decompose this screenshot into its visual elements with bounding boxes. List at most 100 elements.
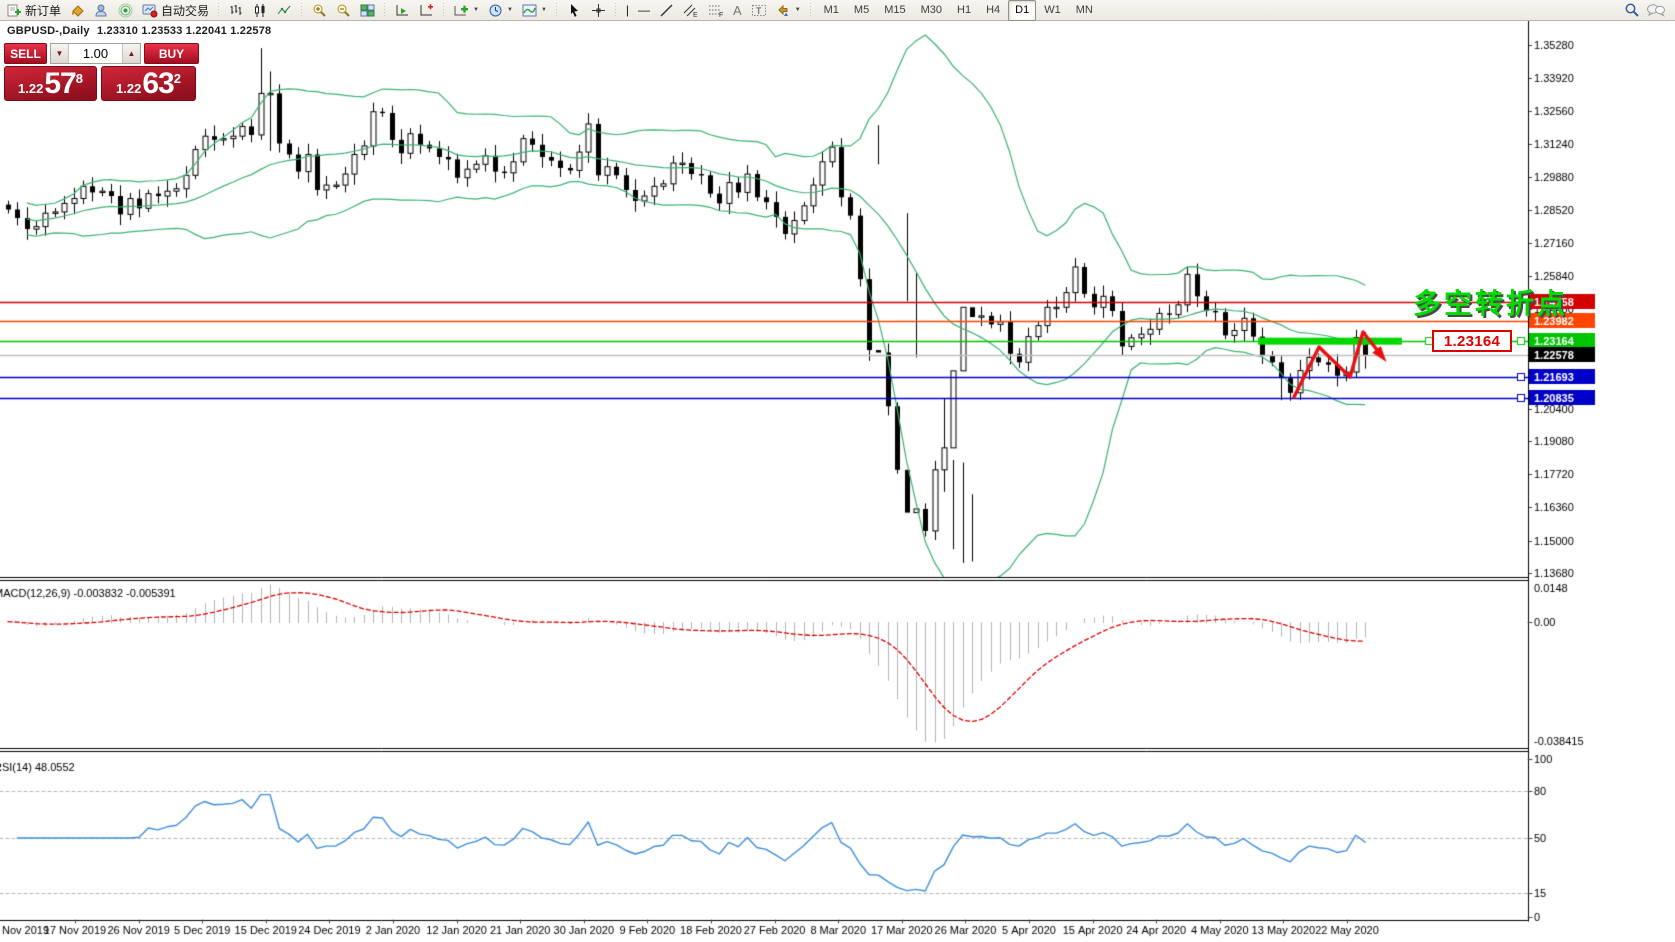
tile-windows-button[interactable] — [356, 0, 379, 21]
turning-point-annotation[interactable]: 多空转折点 — [1413, 288, 1569, 319]
templates-icon — [522, 4, 537, 16]
candlestick-chart-button[interactable] — [249, 0, 272, 21]
auto-scroll-icon — [396, 4, 409, 15]
indicators-add-icon — [454, 5, 469, 15]
vertical-line-icon: | — [625, 3, 630, 17]
arrows-icon — [777, 4, 788, 16]
timeframe-m1-button[interactable]: M1 — [823, 4, 839, 16]
bid-price-button[interactable]: 1.22 57 8 — [4, 66, 97, 101]
auto-trading-button[interactable]: 自动交易 — [138, 0, 213, 21]
chat-icon[interactable] — [1646, 2, 1666, 18]
toolbar-grip — [382, 2, 389, 18]
timeframe-m5-button[interactable]: M5 — [853, 4, 870, 16]
toolbar-grip — [612, 2, 619, 18]
svg-text:E: E — [693, 12, 698, 18]
chart-canvas[interactable] — [0, 21, 1675, 942]
dropdown-caret-icon: ▼ — [506, 7, 513, 13]
timeframe-mn-button[interactable]: MN — [1075, 4, 1093, 16]
paint-bucket-button[interactable] — [66, 0, 89, 21]
toolbar-grip — [299, 2, 306, 18]
zoom-in-button[interactable] — [308, 0, 331, 21]
timeframe-h1-button[interactable]: H1 — [957, 4, 972, 16]
bar-chart-button[interactable] — [225, 0, 248, 21]
auto-trading-label: 自动交易 — [161, 3, 210, 18]
sell-button[interactable]: SELL — [4, 43, 47, 64]
volume-spinner: ▼ 1.00 ▲ — [50, 43, 141, 64]
new-order-icon — [7, 4, 21, 16]
timeframe-h4-button[interactable]: H4 — [986, 4, 1001, 16]
equidistant-channel-icon: E — [683, 4, 698, 18]
symbol-period-label: GBPUSD-,Daily — [7, 25, 90, 37]
search-icon[interactable] — [1624, 2, 1640, 18]
line-chart-button[interactable] — [273, 0, 296, 21]
text-button[interactable]: A — [729, 0, 746, 21]
new-order-button[interactable]: 新订单 — [3, 0, 65, 21]
volume-increase-button[interactable]: ▲ — [122, 44, 140, 63]
indicators-button[interactable]: ▼ — [450, 0, 483, 21]
signals-icon — [118, 3, 133, 17]
ask-price-small: 1.22 — [116, 80, 142, 96]
vertical-line-button[interactable]: | — [622, 0, 633, 21]
paint-bucket-icon — [72, 4, 84, 17]
dropdown-caret-icon: ▼ — [540, 7, 547, 13]
equidistant-channel-button[interactable]: E — [679, 0, 703, 21]
dropdown-caret-icon: ▼ — [473, 7, 479, 13]
text-label-button[interactable]: T — [747, 0, 771, 21]
svg-text:T: T — [756, 6, 762, 16]
fibonacci-button[interactable]: F — [704, 0, 728, 21]
ask-price-sup: 2 — [173, 71, 181, 86]
toolbar-grip — [441, 2, 448, 18]
periods-clock-icon — [489, 4, 502, 16]
bar-chart-icon — [230, 4, 242, 15]
toolbar-grip — [553, 2, 560, 18]
tile-windows-icon — [360, 4, 375, 16]
ohlc-values: 1.23310 1.23533 1.22041 1.22578 — [96, 25, 272, 37]
dropdown-caret-icon: ▼ — [794, 7, 801, 13]
timeframe-w1-button[interactable]: W1 — [1044, 4, 1061, 16]
ask-price-button[interactable]: 1.22 63 2 — [101, 66, 196, 101]
volume-decrease-button[interactable]: ▼ — [51, 44, 69, 63]
trendline-button[interactable] — [655, 0, 678, 21]
crosshair-icon — [591, 3, 605, 17]
fibonacci-icon: F — [709, 5, 723, 18]
toolbar-grip — [807, 2, 814, 18]
signals-button[interactable] — [114, 0, 137, 21]
main-toolbar: 新订单 自动交易 ▼ ▼ — [0, 0, 1675, 21]
candlestick-chart-icon — [255, 3, 265, 17]
arrows-button[interactable]: ▼ — [772, 0, 805, 21]
templates-button[interactable]: ▼ — [518, 0, 551, 21]
line-chart-icon — [277, 5, 291, 14]
auto-scroll-button[interactable] — [391, 0, 414, 21]
bid-price-sup: 8 — [75, 71, 83, 86]
bid-price-big: 57 — [44, 66, 76, 100]
chart-ohlc-header: GBPUSD-,Daily 1.23310 1.23533 1.22041 1.… — [7, 25, 275, 37]
zoom-out-button[interactable] — [332, 0, 355, 21]
chart-shift-button[interactable] — [415, 0, 438, 21]
cursor-icon — [570, 3, 578, 17]
cursor-button[interactable] — [563, 0, 586, 21]
timeframe-d1-button[interactable]: D1 — [1008, 0, 1037, 21]
bid-price-small: 1.22 — [18, 80, 44, 96]
svg-text:F: F — [719, 12, 723, 18]
one-click-trading-panel: SELL ▼ 1.00 ▲ BUY 1.22 57 8 1.22 63 2 — [4, 43, 199, 101]
toolbar-grip — [216, 2, 223, 18]
crosshair-button[interactable] — [587, 0, 610, 21]
timeframe-m15-button[interactable]: M15 — [884, 4, 906, 16]
horizontal-line-icon: — — [638, 3, 651, 17]
zoom-in-icon — [313, 4, 326, 17]
ask-price-big: 63 — [142, 66, 174, 100]
text-icon: A — [733, 2, 742, 18]
profile-icon — [95, 4, 107, 16]
timeframe-m30-button[interactable]: M30 — [920, 4, 943, 16]
periods-button[interactable]: ▼ — [484, 0, 517, 21]
zoom-out-icon — [337, 4, 350, 17]
buy-button[interactable]: BUY — [144, 43, 199, 64]
text-label-icon: T — [751, 4, 766, 16]
triangle-up-icon: ▲ — [127, 49, 136, 58]
new-order-label: 新订单 — [25, 3, 62, 18]
horizontal-line-button[interactable]: — — [634, 0, 654, 21]
profile-button[interactable] — [90, 0, 113, 21]
volume-input[interactable]: 1.00 — [69, 44, 122, 63]
price-flag-label[interactable]: 1.23164 — [1432, 330, 1512, 352]
